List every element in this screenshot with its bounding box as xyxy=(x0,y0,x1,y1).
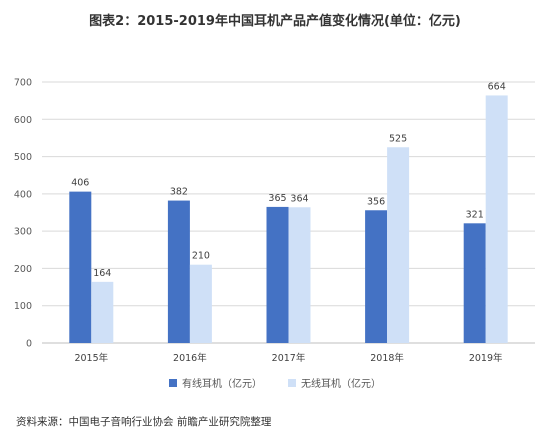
data-label-wired: 406 xyxy=(71,178,89,189)
bar-wired xyxy=(365,210,388,343)
x-tick-label: 2019年 xyxy=(469,352,503,364)
y-tick-label: 400 xyxy=(14,189,32,200)
data-label-wireless: 364 xyxy=(290,193,308,204)
x-tick-label: 2016年 xyxy=(173,352,207,364)
data-label-wireless: 525 xyxy=(389,133,407,144)
legend-label-wired: 有线耳机（亿元） xyxy=(182,379,262,390)
bar-wired xyxy=(463,223,486,343)
legend: 有线耳机（亿元） 无线耳机（亿元） xyxy=(0,375,550,390)
y-tick-label: 600 xyxy=(14,115,32,126)
y-tick-label: 100 xyxy=(14,301,32,312)
y-tick-label: 200 xyxy=(14,264,32,275)
bar-wired xyxy=(69,191,92,343)
y-tick-label: 0 xyxy=(26,339,32,350)
y-tick-label: 700 xyxy=(14,78,32,89)
chart-title: 图表2：2015-2019年中国耳机产品产值变化情况(单位：亿元) xyxy=(89,14,461,29)
legend-item-wireless: 无线耳机（亿元） xyxy=(288,375,381,390)
legend-item-wired: 有线耳机（亿元） xyxy=(169,375,262,390)
bar-wireless xyxy=(91,281,114,343)
source-note: 资料来源：中国电子音响行业协会 前瞻产业研究院整理 xyxy=(16,416,272,428)
legend-label-wireless: 无线耳机（亿元） xyxy=(301,379,381,390)
data-labels: 406 164 382 210 365 364 356 525 321 664 xyxy=(71,81,506,278)
bar-wireless xyxy=(288,207,311,343)
bar-wireless xyxy=(189,264,212,343)
bar-wireless xyxy=(485,95,508,344)
data-label-wireless: 664 xyxy=(488,81,506,92)
data-label-wireless: 210 xyxy=(192,251,210,262)
data-label-wired: 365 xyxy=(268,193,286,204)
legend-swatch-wireless xyxy=(288,378,296,387)
bar-wireless xyxy=(387,147,410,343)
y-tick-label: 300 xyxy=(14,227,32,238)
data-label-wireless: 164 xyxy=(93,268,111,279)
x-axis-ticks: 2015年 2016年 2017年 2018年 2019年 xyxy=(74,352,503,364)
bars xyxy=(69,95,508,344)
data-label-wired: 356 xyxy=(367,196,385,207)
bar-wired xyxy=(266,206,289,343)
x-tick-label: 2018年 xyxy=(370,352,404,364)
x-tick-label: 2017年 xyxy=(272,352,306,364)
legend-swatch-wired xyxy=(169,378,177,387)
bar-wired xyxy=(167,200,190,343)
data-label-wired: 382 xyxy=(170,187,188,198)
x-tick-label: 2015年 xyxy=(74,352,108,364)
y-axis-ticks: 0 100 200 300 400 500 600 700 xyxy=(14,78,32,350)
data-label-wired: 321 xyxy=(466,209,484,220)
y-tick-label: 500 xyxy=(14,152,32,163)
